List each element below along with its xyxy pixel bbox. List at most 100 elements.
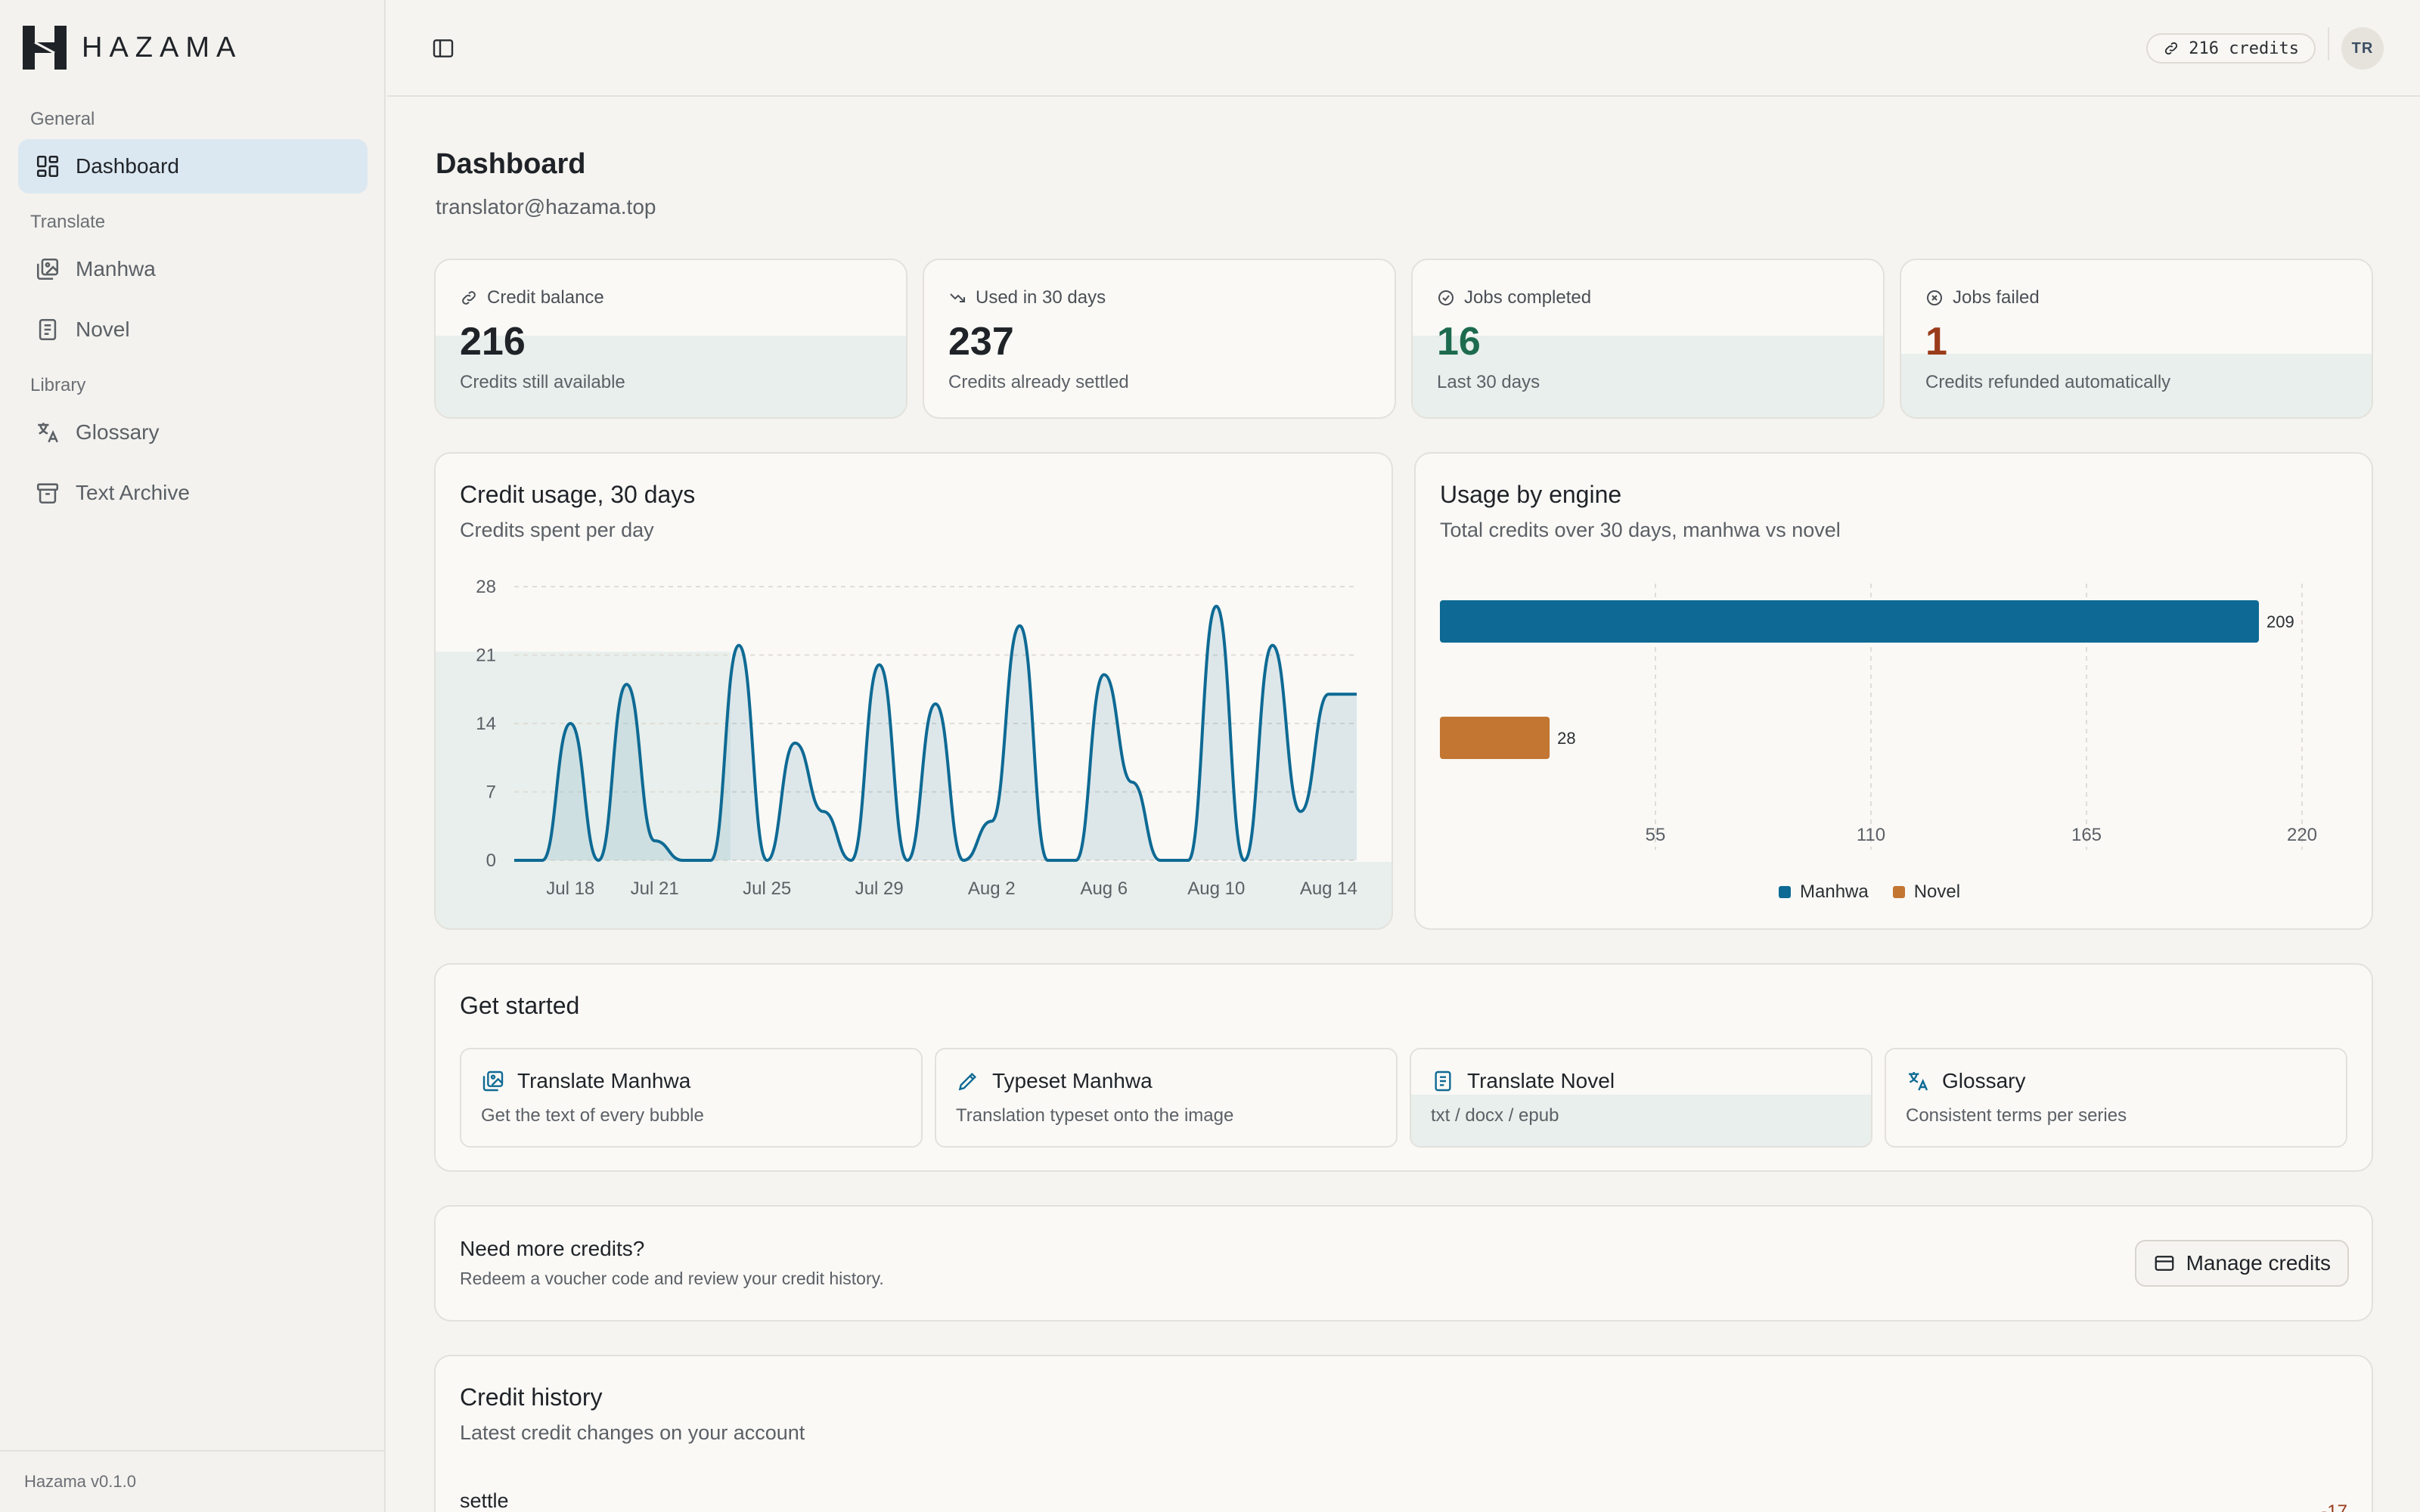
brand-logo[interactable]: HAZAMA [23,26,242,70]
dashboard-icon [36,155,59,178]
x-tick-label: Jul 29 [855,878,904,899]
y-tick-label: 0 [486,850,496,871]
nav-group-general: General [30,109,95,129]
sidebar-item-text-archive[interactable]: Text Archive [18,466,368,520]
credit-history-subtitle: Latest credit changes on your account [460,1421,805,1444]
topbar: 216 credits TR [387,0,2420,97]
quick-action-sub: Consistent terms per series [1906,1105,2127,1126]
link-icon [2165,42,2178,55]
stat-card-credit-balance: Credit balance 216 Credits still availab… [434,259,908,419]
usage-by-engine-card: Usage by engine Total credits over 30 da… [1414,452,2373,930]
bar-value-label: 209 [2266,612,2294,631]
stat-card-fill [1413,336,1883,417]
stat-card-header: Credit balance [460,287,604,308]
sidebar-toggle-icon[interactable] [431,36,455,60]
x-circle-icon [1927,290,1942,305]
x-tick-label: 55 [1646,825,1666,845]
quick-action-title: Glossary [1906,1069,2025,1093]
stat-card-value: 1 [1925,320,1947,364]
history-row-amount: -17 [2321,1501,2347,1512]
quick-action-title: Typeset Manhwa [956,1069,1153,1093]
manage-credits-label: Manage credits [2186,1251,2331,1275]
sidebar-item-glossary[interactable]: Glossary [18,405,368,460]
y-tick-label: 7 [486,782,496,803]
bar-novel [1440,717,1550,759]
hazama-logo-icon [23,26,67,70]
nav-group-library: Library [30,375,86,395]
quick-action-translate-novel[interactable]: Translate Novel txt / docx / epub [1410,1048,1872,1148]
manage-credits-button[interactable]: Manage credits [2134,1240,2349,1287]
x-tick-label: 110 [1857,825,1885,845]
credit-usage-title: Credit usage, 30 days [460,481,696,508]
link-icon [462,291,476,305]
chart-legend: Manhwa Novel [1779,881,1960,903]
x-tick-label: Jul 21 [631,878,679,899]
stat-card-note: Credits already settled [948,372,1129,392]
x-tick-label: Aug 10 [1187,878,1245,899]
legend-swatch-manhwa [1779,886,1791,898]
credit-usage-card: Credit usage, 30 days Credits spent per … [434,452,1393,930]
x-tick-label: Aug 14 [1300,878,1357,899]
quick-action-title: Translate Manhwa [481,1069,690,1093]
sidebar-item-label: Text Archive [76,481,190,504]
translate-icon [38,423,58,443]
stat-card-note: Credits still available [460,372,625,392]
translate-icon [1909,1072,1928,1091]
stat-card-used-30-days: Used in 30 days 237 Credits already sett… [923,259,1396,419]
y-tick-label: 28 [476,577,496,597]
sidebar-item-label: Novel [76,318,130,341]
page-subtitle: translator@hazama.top [436,195,656,218]
stat-card-fill [436,336,906,417]
image-gallery-icon [36,258,59,280]
get-started-title: Get started [460,992,580,1019]
stat-card-value: 237 [948,320,1014,364]
sidebar-item-manhwa[interactable]: Manhwa [18,242,368,296]
usage-area [514,606,1357,860]
stat-card-header: Jobs completed [1437,287,1591,308]
credits-cta-card: Need more credits? Redeem a voucher code… [434,1205,2373,1321]
sidebar-item-dashboard[interactable]: Dashboard [18,139,368,194]
stat-card-jobs-completed: Jobs completed 16 Last 30 days [1411,259,1885,419]
app-version: Hazama v0.1.0 [0,1450,384,1512]
stat-card-jobs-failed: Jobs failed 1 Credits refunded automatic… [1900,259,2373,419]
quick-action-sub: Translation typeset onto the image [956,1105,1234,1126]
image-gallery-icon [482,1070,504,1092]
stat-card-label: Credit balance [487,287,604,308]
credit-usage-chart[interactable]: 0 7 14 21 28 Jul 18 Jul 21 Jul 25 Jul 29 Aug 2 Aug… [436,454,1393,930]
stat-card-value: 216 [460,320,526,364]
stat-card-label: Used in 30 days [976,287,1106,308]
stat-card-note: Last 30 days [1437,372,1540,392]
quick-action-label: Typeset Manhwa [992,1069,1153,1092]
quick-action-glossary[interactable]: Glossary Consistent terms per series [1885,1048,2347,1148]
quick-action-typeset-manhwa[interactable]: Typeset Manhwa Translation typeset onto … [935,1048,1398,1148]
bar-manhwa [1440,600,2259,643]
sidebar: HAZAMA General Dashboard Translate Manhw… [0,0,386,1512]
stat-card-label: Jobs completed [1464,287,1592,308]
topbar-divider [2328,27,2329,60]
usage-by-engine-chart[interactable]: 55 110 165 220 209 28 [1416,454,2373,930]
usage-line [514,604,1357,863]
credits-badge-label: 216 credits [2189,39,2299,58]
credits-badge[interactable]: 216 credits [2146,33,2316,64]
credit-history-title: Credit history [460,1383,603,1411]
stat-card-value: 16 [1437,320,1481,364]
stat-card-header: Jobs failed [1925,287,2040,308]
credit-card-icon [2155,1256,2173,1271]
page-title: Dashboard [436,148,586,180]
legend-label-novel: Novel [1913,881,1961,902]
avatar[interactable]: TR [2341,27,2384,70]
chart-band [731,862,1392,928]
sidebar-item-novel[interactable]: Novel [18,302,368,357]
legend-label-manhwa: Manhwa [1800,881,1869,902]
usage-by-engine-subtitle: Total credits over 30 days, manhwa vs no… [1440,519,1841,541]
x-tick-label: Jul 25 [743,878,791,899]
stat-card-label: Jobs failed [1953,287,2040,308]
stat-card-header: Used in 30 days [948,287,1106,308]
credits-cta-sub: Redeem a voucher code and review your cr… [460,1269,884,1288]
credit-usage-subtitle: Credits spent per day [460,519,654,541]
check-circle-icon [1438,290,1454,305]
quick-action-translate-manhwa[interactable]: Translate Manhwa Get the text of every b… [460,1048,923,1148]
y-tick-label: 14 [476,714,496,734]
sidebar-item-label: Dashboard [76,154,179,178]
x-tick-label: 165 [2071,825,2102,845]
